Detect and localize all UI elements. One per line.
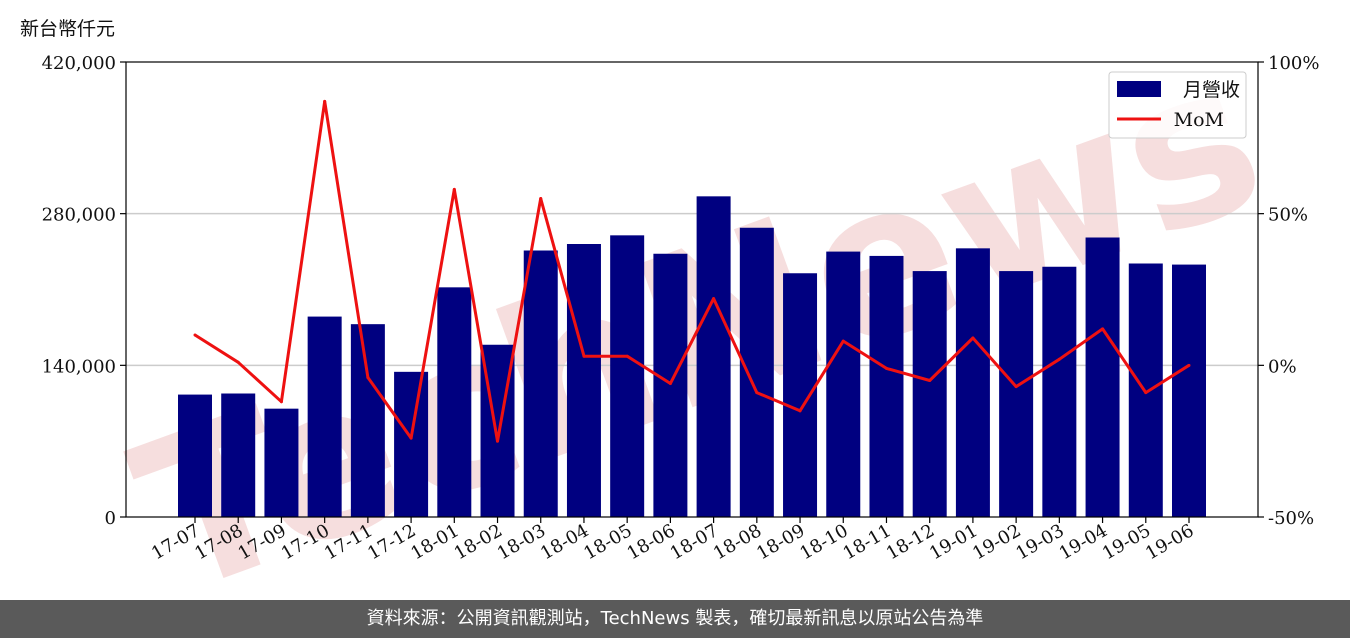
- left-y-axis: 0 140,000 280,000 420,000: [42, 53, 126, 529]
- legend-line-label: MoM: [1174, 109, 1224, 131]
- mom-point-18-06: [668, 382, 672, 386]
- x-tick-label: 18-07: [667, 520, 722, 564]
- bar-17-08: [221, 393, 256, 517]
- bar-17-11: [350, 324, 385, 517]
- mom-point-18-11: [884, 366, 888, 370]
- left-tick-label: 0: [105, 508, 116, 529]
- bar-18-09: [783, 273, 818, 517]
- mom-line: [194, 99, 1190, 443]
- bar-17-10: [307, 316, 342, 517]
- right-y-axis: -50% 0% 50% 100%: [1258, 53, 1319, 529]
- mom-point-17-08: [236, 360, 240, 364]
- mom-point-17-07: [193, 333, 197, 337]
- bar-17-09: [264, 408, 299, 517]
- source-footer: 資料來源：公開資訊觀測站，TechNews 製表，確切最新訊息以原站公告為準: [0, 600, 1350, 638]
- mom-point-17-09: [279, 400, 283, 404]
- x-tick-label: 18-08: [710, 520, 765, 564]
- mom-point-19-05: [1144, 391, 1148, 395]
- mom-point-18-03: [539, 197, 543, 200]
- plot-frame: [125, 61, 1259, 518]
- x-tick-label: 18-09: [753, 520, 808, 564]
- mom-point-18-07: [712, 297, 716, 301]
- legend-bar-swatch: [1117, 81, 1161, 97]
- left-tick-label: 280,000: [42, 205, 116, 226]
- bar-18-05: [610, 235, 645, 518]
- mom-point-18-08: [755, 391, 759, 395]
- x-tick-label: 18-04: [537, 520, 592, 564]
- legend-bar-label: 月營收: [1183, 79, 1240, 101]
- x-tick-label: 18-11: [840, 520, 895, 564]
- bar-19-01: [955, 248, 990, 518]
- mom-point-19-01: [971, 336, 975, 340]
- bar-18-12: [912, 271, 947, 517]
- x-tick-label: 19-04: [1056, 520, 1111, 564]
- bar-18-03: [523, 250, 558, 517]
- x-tick-label: 18-12: [883, 520, 938, 564]
- x-tick-label: 18-10: [796, 520, 851, 564]
- x-tick-label: 19-01: [926, 520, 981, 564]
- mom-line-series: [193, 99, 1191, 443]
- mom-point-18-01: [452, 187, 456, 191]
- bar-17-07: [178, 394, 212, 517]
- bar-18-07: [696, 196, 731, 518]
- bar-18-06: [653, 253, 688, 517]
- x-tick-label: 18-05: [580, 520, 635, 564]
- mom-point-19-04: [1101, 327, 1105, 331]
- bar-series: [178, 196, 1206, 518]
- x-tick-label: 19-05: [1099, 520, 1154, 564]
- mom-point-19-02: [1014, 385, 1018, 389]
- bar-18-04: [566, 244, 601, 517]
- bar-19-04: [1085, 237, 1120, 517]
- bar-17-12: [394, 371, 429, 517]
- mom-point-17-10: [323, 99, 327, 103]
- x-tick-label: 18-06: [623, 520, 678, 564]
- left-tick-label: 140,000: [42, 356, 116, 377]
- mom-point-18-12: [928, 379, 932, 382]
- right-tick-label: -50%: [1268, 508, 1314, 529]
- bar-19-02: [999, 271, 1034, 517]
- bar-18-10: [826, 251, 861, 518]
- right-tick-label: 0%: [1268, 356, 1297, 377]
- x-tick-label: 19-06: [1142, 520, 1197, 564]
- mom-point-17-11: [366, 375, 370, 379]
- bar-19-03: [1042, 266, 1077, 517]
- legend: 月營收 MoM: [1108, 71, 1247, 139]
- mom-point-18-02: [496, 439, 500, 443]
- x-tick-label: 19-03: [1012, 520, 1067, 564]
- bar-18-01: [437, 287, 472, 517]
- bar-19-06: [1172, 264, 1206, 517]
- left-tick-label: 420,000: [42, 53, 116, 74]
- mom-point-17-12: [409, 436, 413, 440]
- mom-point-18-10: [841, 339, 845, 343]
- x-tick-label: 19-02: [969, 520, 1024, 564]
- right-tick-label: 50%: [1268, 205, 1308, 226]
- unit-label: 新台幣仟元: [20, 18, 116, 40]
- mom-point-19-06: [1187, 363, 1191, 367]
- mom-point-19-03: [1057, 357, 1061, 361]
- mom-point-18-09: [798, 409, 802, 413]
- right-tick-label: 100%: [1268, 53, 1319, 74]
- bar-18-11: [869, 255, 904, 517]
- bar-18-08: [739, 227, 774, 517]
- mom-point-18-04: [582, 354, 586, 358]
- mom-point-18-05: [625, 354, 629, 358]
